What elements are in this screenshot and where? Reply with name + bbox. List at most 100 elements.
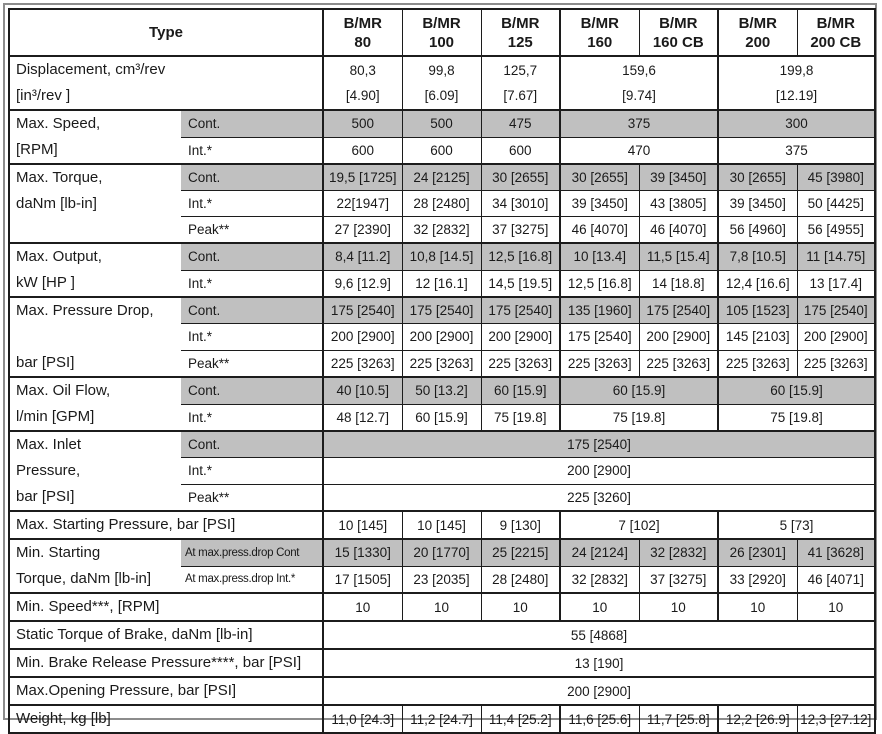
condition-label: Int.* (181, 136, 324, 165)
condition-label: Int.* (181, 457, 324, 485)
value-cell: 25 [2215] (480, 538, 561, 567)
row-label: Max. Output, kW [HP ] (8, 242, 181, 298)
row-label: Max. Inlet Pressure, bar [PSI] (8, 430, 181, 512)
row-label: Max. Oil Flow, l/min [GPM] (8, 376, 181, 432)
spec-table: Type B/MR 80 B/MR 100 B/MR 125 B/MR 160 B/MR … (8, 8, 876, 734)
value-cell: 175 [2540] (480, 296, 561, 325)
value-cell: 13 [17.4] (796, 269, 876, 298)
value-cell: 10 [145] (322, 510, 403, 540)
table-row: Max. Output, kW [HP ] Cont. 8,4 [11.2] 10,8… (8, 242, 876, 298)
value-cell: 46 [4071] (796, 565, 876, 594)
condition-label: Cont. (181, 242, 324, 271)
value-cell: 10 (559, 592, 640, 622)
row-label: Static Torque of Brake, daNm [lb-in] (8, 620, 324, 650)
table-row: Min. Brake Release Pressure****, bar [PS… (8, 648, 876, 678)
value-cell: 12 [16.1] (401, 269, 482, 298)
value-cell: 60 [15.9] (559, 376, 719, 405)
value-cell: 13 [190] (322, 648, 876, 678)
row-label: Weight, kg [lb] (8, 704, 324, 734)
value-cell: 40 [10.5] (322, 376, 403, 405)
row-label: Displacement, cm³/rev [in³/rev ] (8, 55, 324, 111)
value-cell: 375 (717, 136, 876, 165)
value-cell: 75 [19.8] (559, 403, 719, 432)
value-cell: 39 [3450] (638, 163, 719, 191)
table-row: Max. Inlet Pressure, bar [PSI] Cont. 175 [… (8, 430, 876, 512)
table-row: Max. Speed, [RPM] Cont. 500 500 475 375 300 (8, 109, 876, 165)
value-cell: 11,2 [24.7] (401, 704, 482, 734)
row-label: Min. Starting Torque, daNm [lb-in] (8, 538, 181, 594)
value-cell: 200 [2900] (796, 323, 876, 351)
value-cell: 32 [2832] (638, 538, 719, 567)
condition-label: Int.* (181, 190, 324, 217)
value-cell: 55 [4868] (322, 620, 876, 650)
condition-label: Cont. (181, 376, 324, 405)
value-cell: 225 [3263] (559, 349, 640, 378)
value-cell: 470 (559, 136, 719, 165)
value-cell: 48 [12.7] (322, 403, 403, 432)
column-header: B/MR 100 (401, 8, 482, 57)
table-row: Displacement, cm³/rev [in³/rev ] 80,3 [4.… (8, 55, 876, 111)
column-header: B/MR 160 CB (638, 8, 719, 57)
table-row: Static Torque of Brake, daNm [lb-in] 55 [… (8, 620, 876, 650)
value-cell: 10 (401, 592, 482, 622)
value-cell: 11,5 [15.4] (638, 242, 719, 271)
value-cell: 19,5 [1725] (322, 163, 403, 191)
column-header: Type (8, 8, 324, 57)
value-cell: 12,5 [16.8] (559, 269, 640, 298)
value-cell: 200 [2900] (480, 323, 561, 351)
value-cell: 56 [4955] (796, 216, 876, 244)
value-cell: 300 (717, 109, 876, 138)
value-cell: 10 (638, 592, 719, 622)
condition-label: Int.* (181, 403, 324, 432)
value-cell: 32 [2832] (559, 565, 640, 594)
value-cell: 30 [2655] (559, 163, 640, 191)
value-cell: 9 [130] (480, 510, 561, 540)
value-cell: 15 [1330] (322, 538, 403, 567)
value-cell: 60 [15.9] (480, 376, 561, 405)
value-cell: 175 [2540] (796, 296, 876, 325)
value-cell: 500 (401, 109, 482, 138)
value-cell: 225 [3263] (796, 349, 876, 378)
value-cell: 12,3 [27.12] (796, 704, 876, 734)
value-cell: 43 [3805] (638, 190, 719, 217)
condition-label: Int.* (181, 269, 324, 298)
value-cell: 175 [2540] (559, 323, 640, 351)
value-cell: 500 (322, 109, 403, 138)
value-cell: 200 [2900] (322, 323, 403, 351)
value-cell: 475 (480, 109, 561, 138)
table-row: Max.Opening Pressure, bar [PSI] 200 [2900… (8, 676, 876, 706)
value-cell: 17 [1505] (322, 565, 403, 594)
row-label: Max. Pressure Drop, bar [PSI] (8, 296, 181, 378)
column-header: B/MR 200 (717, 8, 798, 57)
value-cell: 375 (559, 109, 719, 138)
table-row: Int.* 200 [2900] (9, 457, 876, 485)
table-row: Min. Starting Torque, daNm [lb-in] At max… (8, 538, 876, 594)
value-cell: 24 [2124] (559, 538, 640, 567)
table-row: Max. Starting Pressure, bar [PSI] 10 [145… (8, 510, 876, 540)
value-cell: 225 [3260] (322, 483, 876, 512)
table-row: Max. Oil Flow, l/min [GPM] Cont. 40 [10.5]… (8, 376, 876, 432)
value-cell: 200 [2900] (322, 457, 876, 485)
value-cell: 125,7 [7.67] (480, 55, 561, 111)
table-row: Max. Torque, daNm [lb-in] Cont. 19,5 [1725… (8, 163, 876, 244)
value-cell: 199,8 [12.19] (717, 55, 876, 111)
value-cell: 37 [3275] (480, 216, 561, 244)
condition-label: Peak** (181, 349, 324, 378)
value-cell: 28 [2480] (480, 565, 561, 594)
value-cell: 11,7 [25.8] (638, 704, 719, 734)
value-cell: 11,0 [24.3] (322, 704, 403, 734)
value-cell: 11 [14.75] (796, 242, 876, 271)
value-cell: 23 [2035] (401, 565, 482, 594)
value-cell: 32 [2832] (401, 216, 482, 244)
value-cell: 60 [15.9] (401, 403, 482, 432)
table-row: Int.* 48 [12.7] 60 [15.9] 75 [19.8] 75 [19.8… (9, 403, 876, 432)
value-cell: 175 [2540] (322, 296, 403, 325)
value-cell: 225 [3263] (480, 349, 561, 378)
table-row: Weight, kg [lb] 11,0 [24.3] 11,2 [24.7] 11,… (8, 704, 876, 734)
value-cell: 200 [2900] (322, 676, 876, 706)
value-cell: 30 [2655] (480, 163, 561, 191)
value-cell: 225 [3263] (401, 349, 482, 378)
table-row: Peak** 27 [2390] 32 [2832] 37 [3275] 46 [407… (9, 216, 876, 244)
value-cell: 10 (717, 592, 798, 622)
